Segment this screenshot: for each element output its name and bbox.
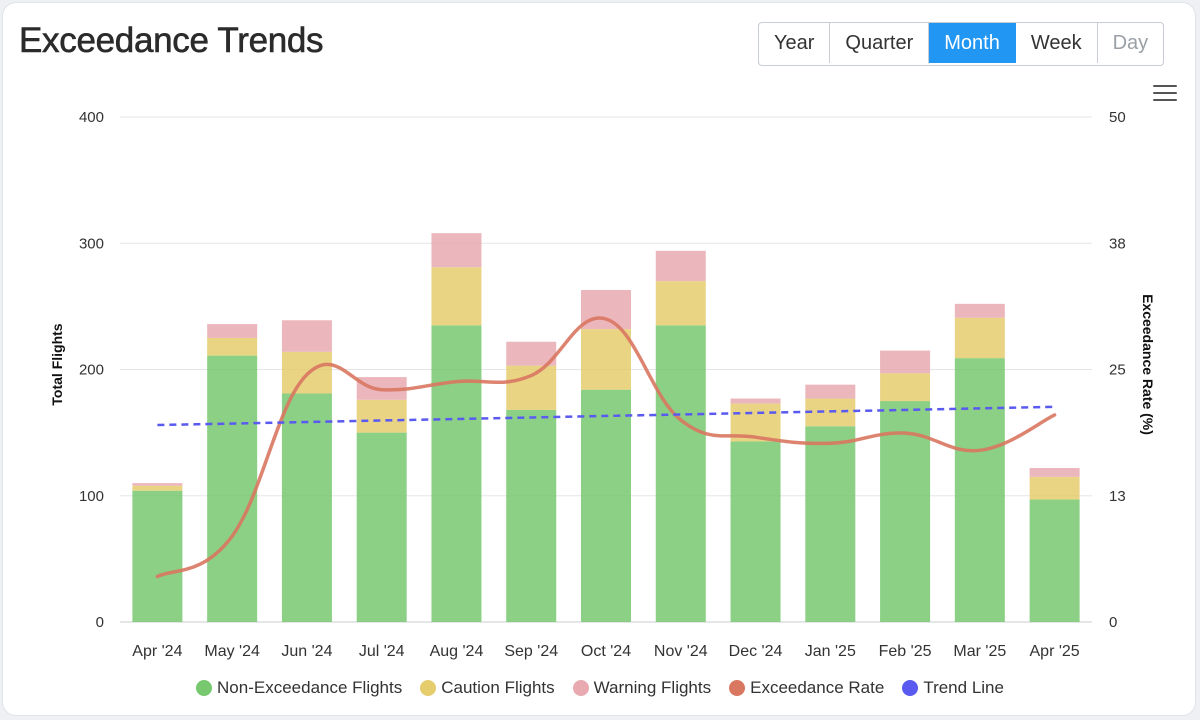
bar-caution (1029, 476, 1080, 500)
legend-dot-icon (729, 680, 746, 696)
bar-caution (431, 267, 482, 326)
x-tick-label: Jan '25 (805, 643, 856, 660)
bar-non-exceedance (880, 401, 931, 622)
x-tick-label: Sep '24 (504, 643, 558, 660)
hamburger-menu-icon[interactable] (1153, 85, 1177, 103)
month-button[interactable]: Month (929, 23, 1016, 63)
y-left-tick-label: 300 (79, 235, 104, 252)
bar-warning (730, 398, 781, 404)
legend-dot-icon (572, 680, 589, 696)
trend-line (157, 405, 1055, 427)
quarter-button[interactable]: Quarter (830, 23, 930, 63)
bar-warning (655, 250, 706, 282)
bar-warning (1029, 467, 1080, 477)
bar-non-exceedance (730, 441, 781, 622)
bar-caution (880, 373, 931, 402)
bar-caution (506, 365, 557, 410)
x-tick-label: Oct '24 (581, 643, 631, 660)
x-tick-label: Jun '24 (281, 643, 332, 660)
x-tick-label: Aug '24 (430, 643, 484, 660)
bar-warning (581, 289, 631, 330)
y-left-tick-label: 400 (79, 109, 104, 126)
legend-label: Exceedance Rate (750, 678, 885, 697)
legend-label: Warning Flights (593, 678, 712, 697)
legend-dot-icon (902, 680, 919, 696)
bar-caution (132, 485, 183, 491)
y-right-tick-label: 50 (1109, 109, 1126, 126)
legend-label: Trend Line (923, 678, 1004, 697)
legend-item-caution[interactable]: Caution Flights (420, 678, 555, 698)
x-tick-label: Apr '24 (132, 643, 182, 660)
bar-non-exceedance (655, 325, 706, 622)
y-right-tick-label: 25 (1109, 362, 1126, 379)
x-tick-label: Mar '25 (953, 643, 1006, 660)
legend-dot-icon (196, 680, 213, 696)
week-button[interactable]: Week (1016, 23, 1098, 63)
bar-warning (805, 384, 856, 399)
bar-non-exceedance (805, 426, 856, 622)
y-right-axis-title: Exceedance Rate (%) (1140, 294, 1156, 435)
page-title: Exceedance Trends (19, 21, 324, 61)
legend-label: Caution Flights (441, 678, 555, 697)
bar-warning (207, 324, 258, 338)
year-button[interactable]: Year (759, 23, 831, 63)
bar-non-exceedance (581, 389, 631, 622)
bar-warning (132, 483, 183, 486)
y-left-tick-label: 0 (96, 614, 104, 631)
bar-non-exceedance (1029, 499, 1080, 622)
bar-warning (954, 303, 1005, 318)
legend-item-trend-line[interactable]: Trend Line (902, 678, 1004, 698)
bar-warning (431, 233, 482, 268)
y-left-tick-label: 100 (79, 488, 104, 505)
bar-caution (356, 399, 407, 433)
bar-warning (880, 350, 931, 374)
legend-item-warning[interactable]: Warning Flights (572, 678, 712, 698)
x-tick-label: Jul '24 (359, 643, 405, 660)
chart-legend: Non-Exceedance Flights Caution Flights W… (0, 678, 1200, 698)
y-right-tick-label: 0 (1109, 614, 1117, 631)
bar-non-exceedance (506, 409, 557, 622)
legend-dot-icon (420, 680, 437, 696)
bar-non-exceedance (281, 393, 332, 622)
range-button-group: Year Quarter Month Week Day (758, 22, 1165, 66)
y-left-axis-title: Total Flights (49, 323, 65, 405)
x-tick-label: Feb '25 (879, 643, 932, 660)
x-tick-label: May '24 (204, 643, 260, 660)
x-tick-label: Apr '25 (1030, 643, 1080, 660)
bar-warning (506, 341, 557, 366)
bar-caution (207, 337, 258, 356)
legend-label: Non-Exceedance Flights (217, 678, 403, 697)
bar-non-exceedance (207, 355, 258, 622)
bar-non-exceedance (431, 325, 482, 622)
y-left-tick-label: 200 (79, 362, 104, 379)
bar-non-exceedance (132, 490, 183, 622)
exceedance-rate-line (155, 316, 1057, 579)
x-tick-label: Nov '24 (654, 643, 708, 660)
x-tick-label: Dec '24 (729, 643, 783, 660)
bar-caution (581, 329, 631, 390)
legend-item-non-exceedance[interactable]: Non-Exceedance Flights (196, 678, 402, 698)
bar-non-exceedance (356, 432, 407, 622)
bar-warning (281, 320, 332, 352)
bar-non-exceedance (954, 358, 1005, 622)
bar-caution (655, 281, 706, 326)
y-right-tick-label: 13 (1109, 488, 1126, 505)
legend-item-exceedance-rate[interactable]: Exceedance Rate (729, 678, 884, 698)
y-right-tick-label: 38 (1109, 235, 1126, 252)
bar-caution (954, 317, 1005, 359)
day-button[interactable]: Day (1112, 31, 1149, 54)
